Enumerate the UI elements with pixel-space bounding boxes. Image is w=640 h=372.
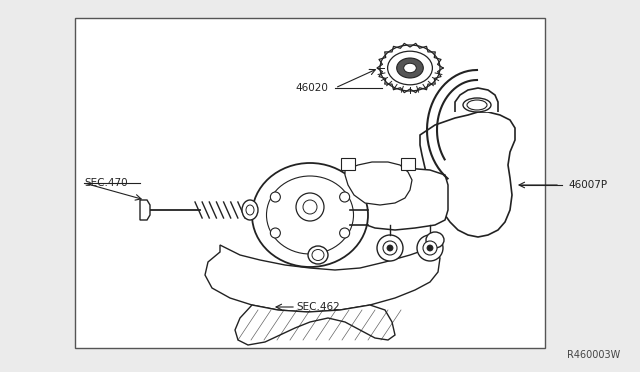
Text: 46020: 46020 — [295, 83, 328, 93]
Bar — [401, 158, 415, 170]
Ellipse shape — [308, 246, 328, 264]
Circle shape — [377, 235, 403, 261]
Polygon shape — [235, 305, 395, 345]
Circle shape — [383, 241, 397, 255]
Ellipse shape — [312, 250, 324, 260]
Ellipse shape — [467, 100, 487, 110]
Circle shape — [340, 192, 349, 202]
Ellipse shape — [242, 200, 258, 220]
Ellipse shape — [252, 163, 368, 267]
Bar — [341, 158, 355, 170]
Ellipse shape — [266, 176, 353, 254]
Polygon shape — [345, 162, 412, 205]
Polygon shape — [420, 112, 515, 237]
Ellipse shape — [380, 45, 440, 91]
Bar — [75, 18, 545, 348]
Ellipse shape — [404, 63, 416, 73]
Text: SEC.462: SEC.462 — [296, 302, 340, 312]
Ellipse shape — [397, 58, 423, 78]
Polygon shape — [140, 200, 150, 220]
Circle shape — [417, 235, 443, 261]
Ellipse shape — [426, 232, 444, 248]
Text: R460003W: R460003W — [567, 350, 620, 360]
Circle shape — [423, 241, 437, 255]
Circle shape — [303, 200, 317, 214]
Circle shape — [270, 192, 280, 202]
Circle shape — [340, 228, 349, 238]
Text: 46007P: 46007P — [568, 180, 607, 190]
Circle shape — [387, 245, 393, 251]
Text: SEC.470: SEC.470 — [84, 178, 127, 188]
Polygon shape — [350, 168, 448, 230]
Ellipse shape — [463, 98, 491, 112]
Polygon shape — [205, 245, 440, 312]
Circle shape — [427, 245, 433, 251]
Ellipse shape — [246, 205, 254, 215]
Circle shape — [296, 193, 324, 221]
Polygon shape — [455, 88, 498, 112]
Circle shape — [270, 228, 280, 238]
Ellipse shape — [388, 51, 433, 85]
